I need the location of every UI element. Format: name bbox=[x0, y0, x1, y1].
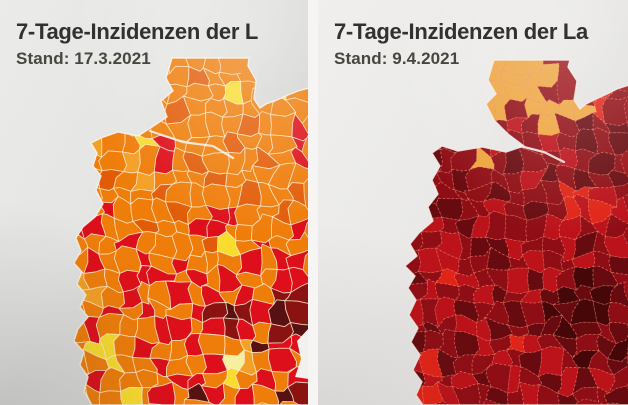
map-title-left: 7-Tage-Inzidenzen der L bbox=[16, 19, 259, 44]
map-date-right: Stand: 9.4.2021 bbox=[334, 49, 460, 69]
germany-incidence-map-march bbox=[73, 57, 308, 405]
germany-incidence-map-april bbox=[403, 59, 628, 405]
map-header-right: 7-Tage-Inzidenzen der La Stand: 9.4.2021 bbox=[334, 20, 588, 68]
panel-incidence-2021-03-17: 7-Tage-Inzidenzen der L Stand: 17.3.2021 bbox=[0, 0, 308, 405]
panel-divider bbox=[308, 0, 318, 405]
map-title-right: 7-Tage-Inzidenzen der La bbox=[334, 19, 588, 44]
panel-incidence-2021-04-09: 7-Tage-Inzidenzen der La Stand: 9.4.2021 bbox=[318, 0, 628, 405]
map-header-left: 7-Tage-Inzidenzen der L Stand: 17.3.2021 bbox=[16, 20, 258, 68]
map-date-left: Stand: 17.3.2021 bbox=[16, 49, 151, 69]
